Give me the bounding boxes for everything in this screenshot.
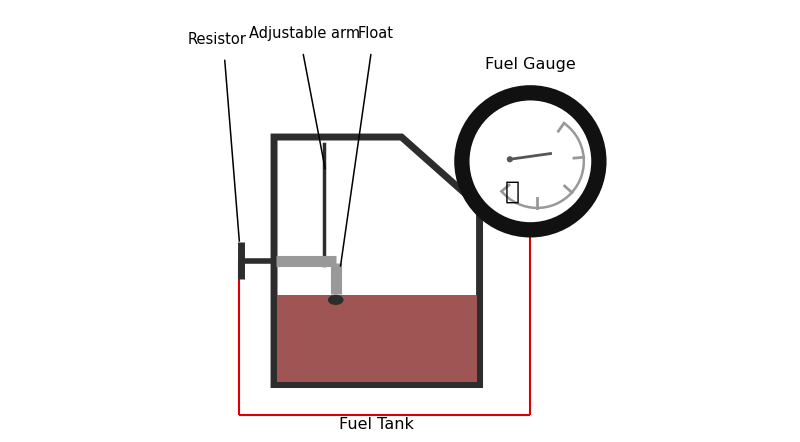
Text: Resistor: Resistor [187,32,246,47]
Circle shape [506,156,513,162]
Circle shape [462,93,599,230]
Ellipse shape [329,295,342,304]
Text: Adjustable arm: Adjustable arm [250,26,361,41]
Text: Float: Float [358,26,394,41]
Polygon shape [274,137,479,385]
Polygon shape [277,295,477,382]
Text: ⛽: ⛽ [504,180,519,204]
Text: Fuel Tank: Fuel Tank [339,417,414,432]
Text: Fuel Gauge: Fuel Gauge [485,57,576,72]
